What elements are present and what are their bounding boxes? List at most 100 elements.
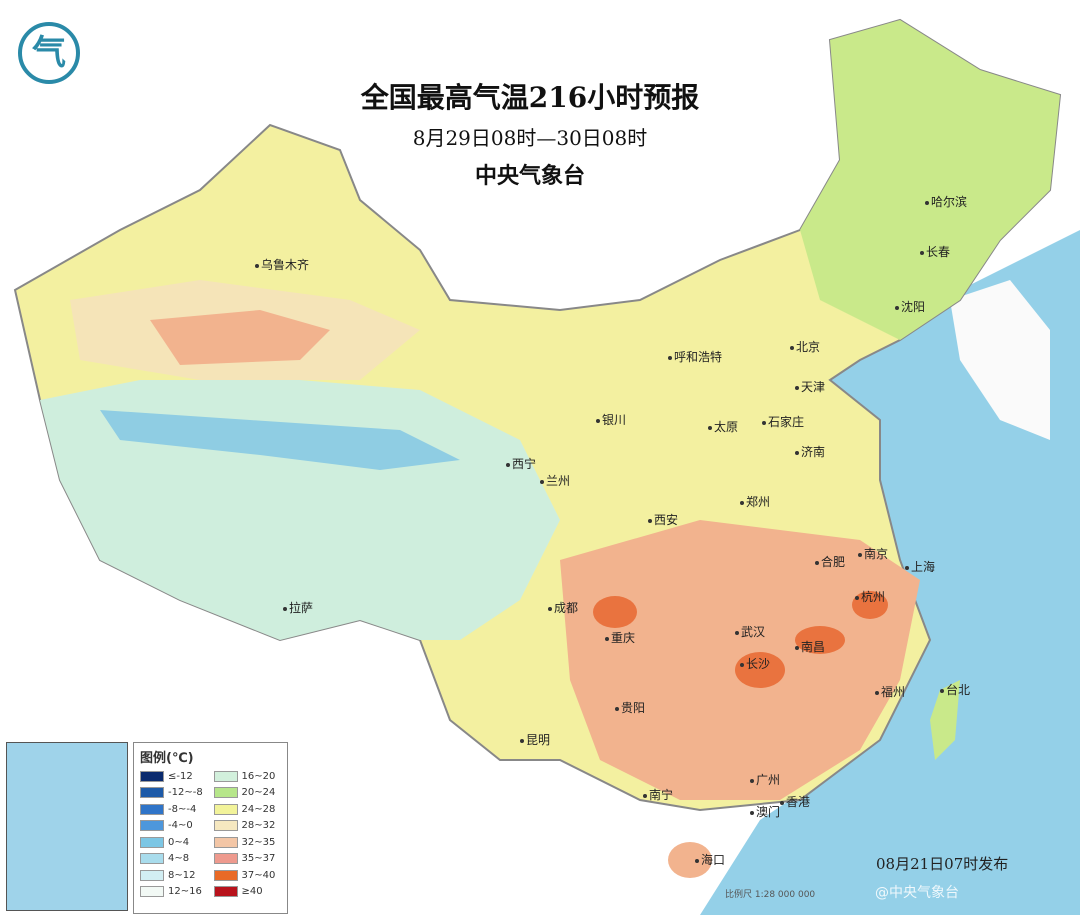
legend-title: 图例(℃)	[140, 751, 194, 766]
city-label: 西安	[648, 511, 678, 528]
city-label: 台北	[940, 681, 970, 698]
legend-swatch	[140, 869, 164, 881]
legend-item: 16~20	[213, 768, 288, 785]
city-label: 银川	[596, 411, 626, 428]
legend-item: 32~35	[213, 834, 288, 851]
city-label: 乌鲁木齐	[255, 256, 309, 273]
city-label: 哈尔滨	[925, 193, 967, 210]
city-label: 澳门	[750, 803, 780, 820]
legend-swatch	[140, 787, 164, 799]
legend-swatch	[213, 803, 238, 815]
legend-label: -8~-4	[168, 803, 197, 815]
legend-item: 35~37	[213, 851, 288, 868]
legend-item: -4~0	[140, 818, 214, 835]
legend-label: 4~8	[168, 853, 190, 865]
city-label: 太原	[708, 418, 738, 435]
city-label: 海口	[695, 851, 725, 868]
korea-peninsula	[950, 280, 1050, 440]
legend-label: 20~24	[241, 787, 276, 799]
city-label: 南京	[858, 545, 888, 562]
legend-item: -8~-4	[140, 801, 214, 818]
map-title: 全国最高气温216小时预报	[360, 81, 700, 114]
hotspot-sichuan	[593, 596, 637, 628]
taiwan	[930, 680, 960, 760]
forecast-period: 8月29日08时—30日08时	[412, 126, 648, 150]
legend-label: 0~4	[168, 836, 190, 848]
legend-swatch	[140, 770, 164, 782]
city-label: 济南	[795, 443, 825, 460]
plateau-cold	[100, 410, 460, 470]
legend-item: ≤-12	[140, 768, 214, 785]
legend-swatch	[213, 853, 238, 865]
legend-item: 28~32	[213, 818, 288, 835]
city-label: 沈阳	[895, 298, 925, 315]
city-label: 西宁	[506, 455, 536, 472]
taklimakan-hot	[150, 310, 330, 365]
city-label: 武汉	[735, 623, 765, 640]
publish-time: 08月21日07时发布	[876, 855, 1009, 873]
legend-swatch	[140, 803, 164, 815]
legend-item: ≥40	[213, 884, 288, 901]
city-label: 长春	[920, 243, 950, 260]
legend-label: 8~12	[168, 869, 196, 881]
legend-item: 24~28	[213, 801, 288, 818]
legend-swatch	[213, 820, 238, 832]
city-label: 北京	[790, 338, 820, 355]
legend-item: 8~12	[140, 867, 214, 884]
legend-label: 35~37	[241, 853, 276, 865]
legend-swatch	[213, 886, 238, 898]
legend-label: -12~-8	[168, 787, 203, 799]
city-label: 长沙	[740, 655, 770, 672]
city-label: 石家庄	[762, 413, 804, 430]
city-label: 兰州	[540, 472, 570, 489]
city-label: 香港	[780, 793, 810, 810]
legend-label: 28~32	[241, 820, 276, 832]
city-label: 成都	[548, 599, 578, 616]
city-label: 天津	[795, 378, 825, 395]
city-label: 郑州	[740, 493, 770, 510]
legend-swatch	[213, 770, 238, 782]
city-label: 贵阳	[615, 699, 645, 716]
legend-swatch	[213, 836, 238, 848]
legend-label: 24~28	[241, 803, 276, 815]
ocean	[700, 230, 1080, 915]
legend-item: 0~4	[140, 834, 214, 851]
legend-label: 32~35	[241, 836, 276, 848]
legend-item: 4~8	[140, 851, 214, 868]
city-label: 上海	[905, 558, 935, 575]
legend-label: 16~20	[241, 770, 276, 782]
legend-swatch	[213, 787, 238, 799]
legend-swatch	[140, 853, 164, 865]
legend-label: ≤-12	[168, 770, 193, 782]
legend: 图例(℃) ≤-12 -12~-8 -8~-4 -4~0 0~4 4~8 8~12 12~16…	[133, 742, 288, 914]
northeast-green	[800, 20, 1060, 340]
legend-label: 12~16	[168, 886, 202, 898]
legend-swatch	[140, 886, 164, 898]
legend-swatch	[140, 820, 164, 832]
legend-item: 37~40	[213, 867, 288, 884]
city-label: 呼和浩特	[668, 348, 722, 365]
legend-item: -12~-8	[140, 785, 214, 802]
city-label: 昆明	[520, 731, 550, 748]
agency-name: 中央气象台	[474, 163, 585, 189]
south-china-sea-inset	[6, 742, 128, 911]
city-label: 重庆	[605, 629, 635, 646]
city-label: 合肥	[815, 553, 845, 570]
legend-item: 20~24	[213, 785, 288, 802]
city-label: 广州	[750, 771, 780, 788]
city-label: 杭州	[855, 588, 885, 605]
scale-label: 比例尺 1:28 000 000	[725, 890, 816, 900]
city-label: 福州	[875, 683, 905, 700]
city-label: 南昌	[795, 638, 825, 655]
legend-swatch	[213, 869, 238, 881]
cma-logo: 气	[18, 22, 80, 84]
legend-label: ≥40	[241, 886, 263, 898]
city-label: 拉萨	[283, 599, 313, 616]
legend-label: -4~0	[168, 820, 193, 832]
legend-label: 37~40	[241, 869, 276, 881]
watermark: @中央气象台	[875, 885, 959, 901]
legend-item: 12~16	[140, 884, 214, 901]
legend-swatch	[140, 836, 164, 848]
city-label: 南宁	[643, 786, 673, 803]
